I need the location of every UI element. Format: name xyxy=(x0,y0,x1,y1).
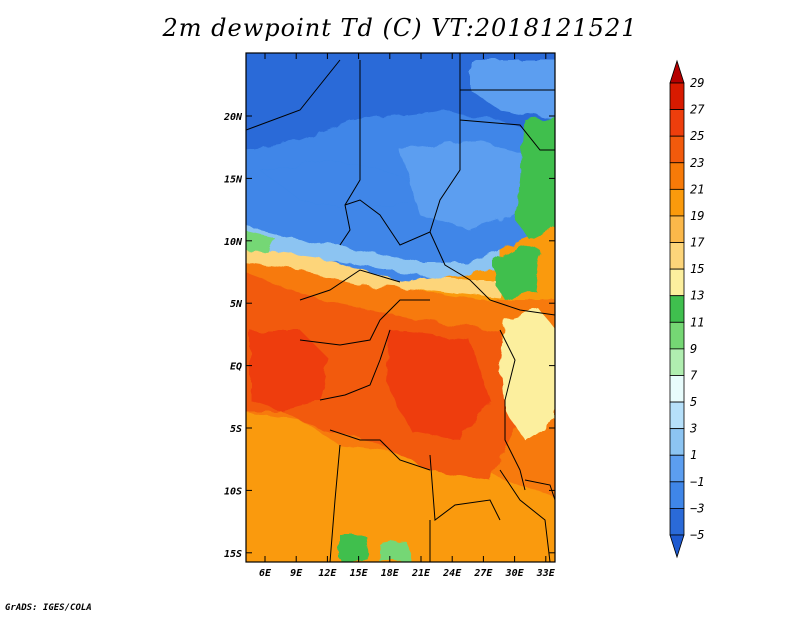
colorbar-box xyxy=(669,348,685,376)
colorbar-box xyxy=(669,162,685,190)
colorbar-box xyxy=(669,215,685,243)
colorbar-label: 25 xyxy=(690,129,704,143)
lat-label: 5S xyxy=(230,424,242,435)
colorbar-label: −5 xyxy=(690,528,704,542)
colorbar-box xyxy=(669,109,685,137)
colorbar-box xyxy=(669,135,685,164)
lon-label: 33E xyxy=(536,568,556,579)
colorbar-bottom-arrow xyxy=(669,534,685,559)
colorbar-label: 21 xyxy=(690,182,704,196)
colorbar-label: −1 xyxy=(690,475,704,489)
colorbar-box xyxy=(669,481,685,509)
colorbar-box xyxy=(669,428,685,456)
colorbar-label: 29 xyxy=(690,76,704,90)
colorbar-box xyxy=(669,454,685,483)
lon-label: 6E xyxy=(259,568,272,579)
lon-label: 18E xyxy=(381,568,400,579)
colorbar-label: −3 xyxy=(690,501,704,515)
colorbar-label: 17 xyxy=(690,236,705,250)
colorbar-label: 5 xyxy=(690,395,697,409)
colorbar-label: 3 xyxy=(689,422,697,436)
lat-label: 20N xyxy=(223,112,243,123)
dewpoint-field xyxy=(246,53,555,562)
country-borders xyxy=(246,53,555,562)
lon-label: 9E xyxy=(290,568,303,579)
colorbar-label: 19 xyxy=(690,209,704,223)
colorbar-box xyxy=(669,295,685,323)
colorbar-label: 11 xyxy=(690,315,704,329)
lat-label: 15N xyxy=(224,174,243,185)
colorbar-box xyxy=(669,268,685,297)
colorbar-box xyxy=(669,188,685,217)
map-title: 2m dewpoint Td (C) VT:2018121521 xyxy=(162,14,638,42)
colorbar-box xyxy=(669,82,685,110)
colorbar-box xyxy=(669,508,685,536)
colorbar-label: 9 xyxy=(690,342,697,356)
lon-label: 24E xyxy=(442,568,462,579)
lon-label: 27E xyxy=(473,568,493,579)
lat-label: EQ xyxy=(230,362,242,373)
longitude-axis: 6E 9E 12E 15E 18E 21E 24E 27E 30E 33E xyxy=(259,53,556,579)
colorbar-label: 1 xyxy=(690,448,697,462)
lat-label: 10N xyxy=(224,237,243,248)
map-frame xyxy=(245,52,556,563)
colorbar-box xyxy=(669,375,685,403)
colorbar: 29 27 25 23 21 19 17 15 13 11 9 7 5 3 1 −1 −3 −5 xyxy=(669,59,705,559)
latitude-axis: 20N 15N 10N 5N EQ 5S 10S 15S xyxy=(223,112,555,560)
colorbar-label: 27 xyxy=(690,103,705,117)
colorbar-box xyxy=(669,401,685,430)
lat-label: 5N xyxy=(230,299,243,310)
colorbar-box xyxy=(669,321,685,350)
lat-label: 10S xyxy=(224,486,242,497)
colorbar-top-arrow xyxy=(669,59,685,84)
colorbar-label: 23 xyxy=(690,156,704,170)
colorbar-box xyxy=(669,242,685,270)
lat-label: 15S xyxy=(224,549,242,560)
colorbar-label: 15 xyxy=(690,262,704,276)
colorbar-label: 13 xyxy=(690,289,704,303)
lon-label: 21E xyxy=(411,568,431,579)
lon-label: 30E xyxy=(505,568,525,579)
lon-label: 15E xyxy=(350,568,369,579)
grads-credit: GrADS: IGES/COLA xyxy=(5,603,92,613)
colorbar-label: 7 xyxy=(690,368,698,382)
lon-label: 12E xyxy=(318,568,337,579)
